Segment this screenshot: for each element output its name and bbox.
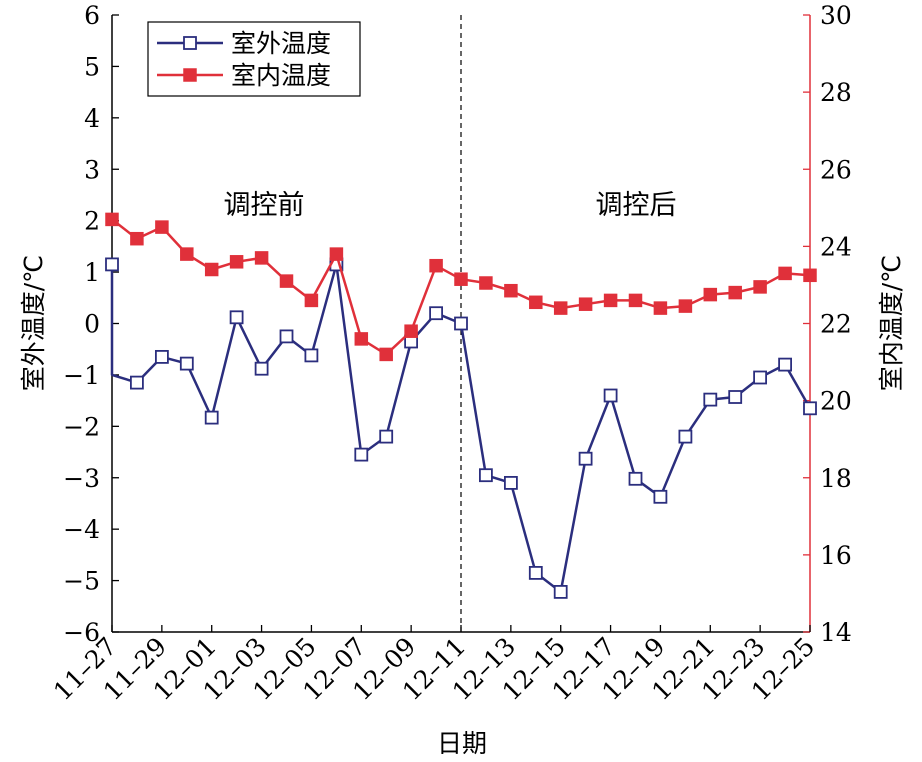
- indoor-temp-point: [578, 297, 593, 311]
- outdoor-temp-point: [105, 257, 119, 272]
- outdoor-temp-point: [503, 475, 518, 490]
- indoor-temp-point: [404, 324, 418, 338]
- indoor-temp-point: [304, 293, 319, 308]
- legend: 室外温度 室内温度: [147, 21, 361, 97]
- y-left-tick-label: −6: [63, 618, 100, 647]
- y-left-tick-label: 1: [84, 258, 100, 287]
- indoor-temp-point: [379, 347, 393, 362]
- legend-indoor-marker: [183, 68, 197, 82]
- indoor-temp-point: [803, 268, 817, 283]
- y-axis-right-title: 室内温度/℃: [877, 255, 906, 392]
- indoor-temp-point: [728, 285, 742, 300]
- y-right-tick-label: 20: [820, 387, 852, 416]
- indoor-temp-point: [628, 293, 643, 308]
- indoor-temp-point: [155, 220, 169, 234]
- y-right-tick-label: 14: [820, 618, 852, 647]
- y-left-tick-label: −5: [63, 567, 100, 596]
- outdoor-temp-point: [379, 429, 394, 444]
- y-left-tick-label: 3: [84, 155, 100, 184]
- y-right-tick-label: 18: [820, 464, 852, 493]
- indoor-temp-point: [603, 293, 618, 308]
- outdoor-temp-point: [279, 329, 294, 344]
- outdoor-temp-point: [229, 310, 244, 325]
- y-left-tick-label: 4: [84, 104, 100, 133]
- y-left-tick-label: 5: [84, 52, 100, 81]
- indoor-temp-point: [703, 287, 718, 302]
- indoor-temp-point: [180, 247, 194, 261]
- y-left-tick-label: −1: [63, 361, 100, 390]
- outdoor-temp-point: [429, 306, 444, 321]
- outdoor-temp-point: [803, 401, 817, 416]
- outdoor-temp-point: [304, 348, 319, 363]
- indoor-temp-point: [653, 301, 668, 315]
- outdoor-temp-point: [254, 361, 269, 376]
- indoor-temp-point: [479, 276, 493, 290]
- outdoor-temp-point: [678, 429, 693, 444]
- y-axis-left-title: 室外温度/℃: [19, 255, 48, 392]
- outdoor-temp-point: [354, 447, 369, 462]
- indoor-temp-point: [105, 212, 119, 227]
- indoor-temp-point: [778, 266, 792, 281]
- indoor-temp-point: [204, 262, 219, 277]
- series-layer: [105, 212, 817, 599]
- indoor-temp-point: [753, 280, 767, 294]
- indoor-temp-point: [279, 274, 294, 288]
- outdoor-temp-point: [628, 471, 643, 486]
- y-right-tick-label: 28: [820, 78, 852, 107]
- legend-outdoor-label: 室外温度: [231, 29, 331, 58]
- y-left-tick-label: 6: [84, 1, 100, 30]
- annotation-after: 调控后: [596, 190, 677, 221]
- y-right-tick-label: 16: [820, 541, 852, 570]
- annotation-before: 调控前: [224, 190, 305, 221]
- outdoor-temp-point: [478, 468, 493, 483]
- indoor-temp-point: [229, 255, 244, 269]
- outdoor-temp-point: [753, 370, 767, 385]
- y-right-tick-label: 24: [820, 232, 852, 261]
- outdoor-temp-point: [603, 388, 618, 403]
- outdoor-temp-point: [154, 349, 169, 364]
- indoor-temp-point: [454, 272, 468, 286]
- y-left-tick-label: 0: [84, 310, 100, 339]
- outdoor-temp-point: [703, 392, 718, 407]
- indoor-temp-point: [354, 332, 369, 346]
- legend-indoor-label: 室内温度: [231, 61, 331, 90]
- outdoor-temp-point: [454, 316, 468, 331]
- indoor-temp-point: [254, 251, 269, 265]
- y-left-tick-label: 2: [84, 207, 100, 236]
- indoor-temp-point: [529, 295, 543, 310]
- x-axis-title: 日期: [437, 729, 487, 758]
- y-right-tick-label: 30: [820, 1, 852, 30]
- outdoor-temp-point: [204, 410, 219, 425]
- outdoor-temp-point: [129, 375, 144, 390]
- indoor-temp-point: [329, 247, 344, 261]
- outdoor-temp-point: [553, 585, 568, 599]
- outdoor-temp-point: [778, 357, 792, 372]
- outdoor-temp-point: [728, 390, 743, 404]
- indoor-temp-point: [130, 231, 144, 246]
- indoor-temp-point: [429, 258, 443, 273]
- text-layer: 日期 室外温度/℃ 室内温度/℃ 调控前 调控后: [19, 190, 906, 758]
- legend-outdoor-marker: [183, 36, 197, 50]
- outdoor-temp-point: [653, 489, 668, 504]
- outdoor-temp-point: [179, 356, 194, 371]
- y-right-tick-label: 22: [820, 310, 852, 339]
- y-left-tick-label: −4: [63, 515, 100, 544]
- indoor-temp-point: [553, 301, 568, 315]
- outdoor-temp-point: [578, 451, 593, 466]
- y-left-tick-label: −2: [63, 412, 100, 441]
- indoor-temp-point: [678, 299, 693, 313]
- outdoor-temp-point: [528, 566, 543, 580]
- y-right-tick-label: 26: [820, 155, 852, 184]
- legend-box: [147, 21, 361, 97]
- indoor-temp-point: [504, 283, 518, 298]
- y-left-tick-label: −3: [63, 464, 100, 493]
